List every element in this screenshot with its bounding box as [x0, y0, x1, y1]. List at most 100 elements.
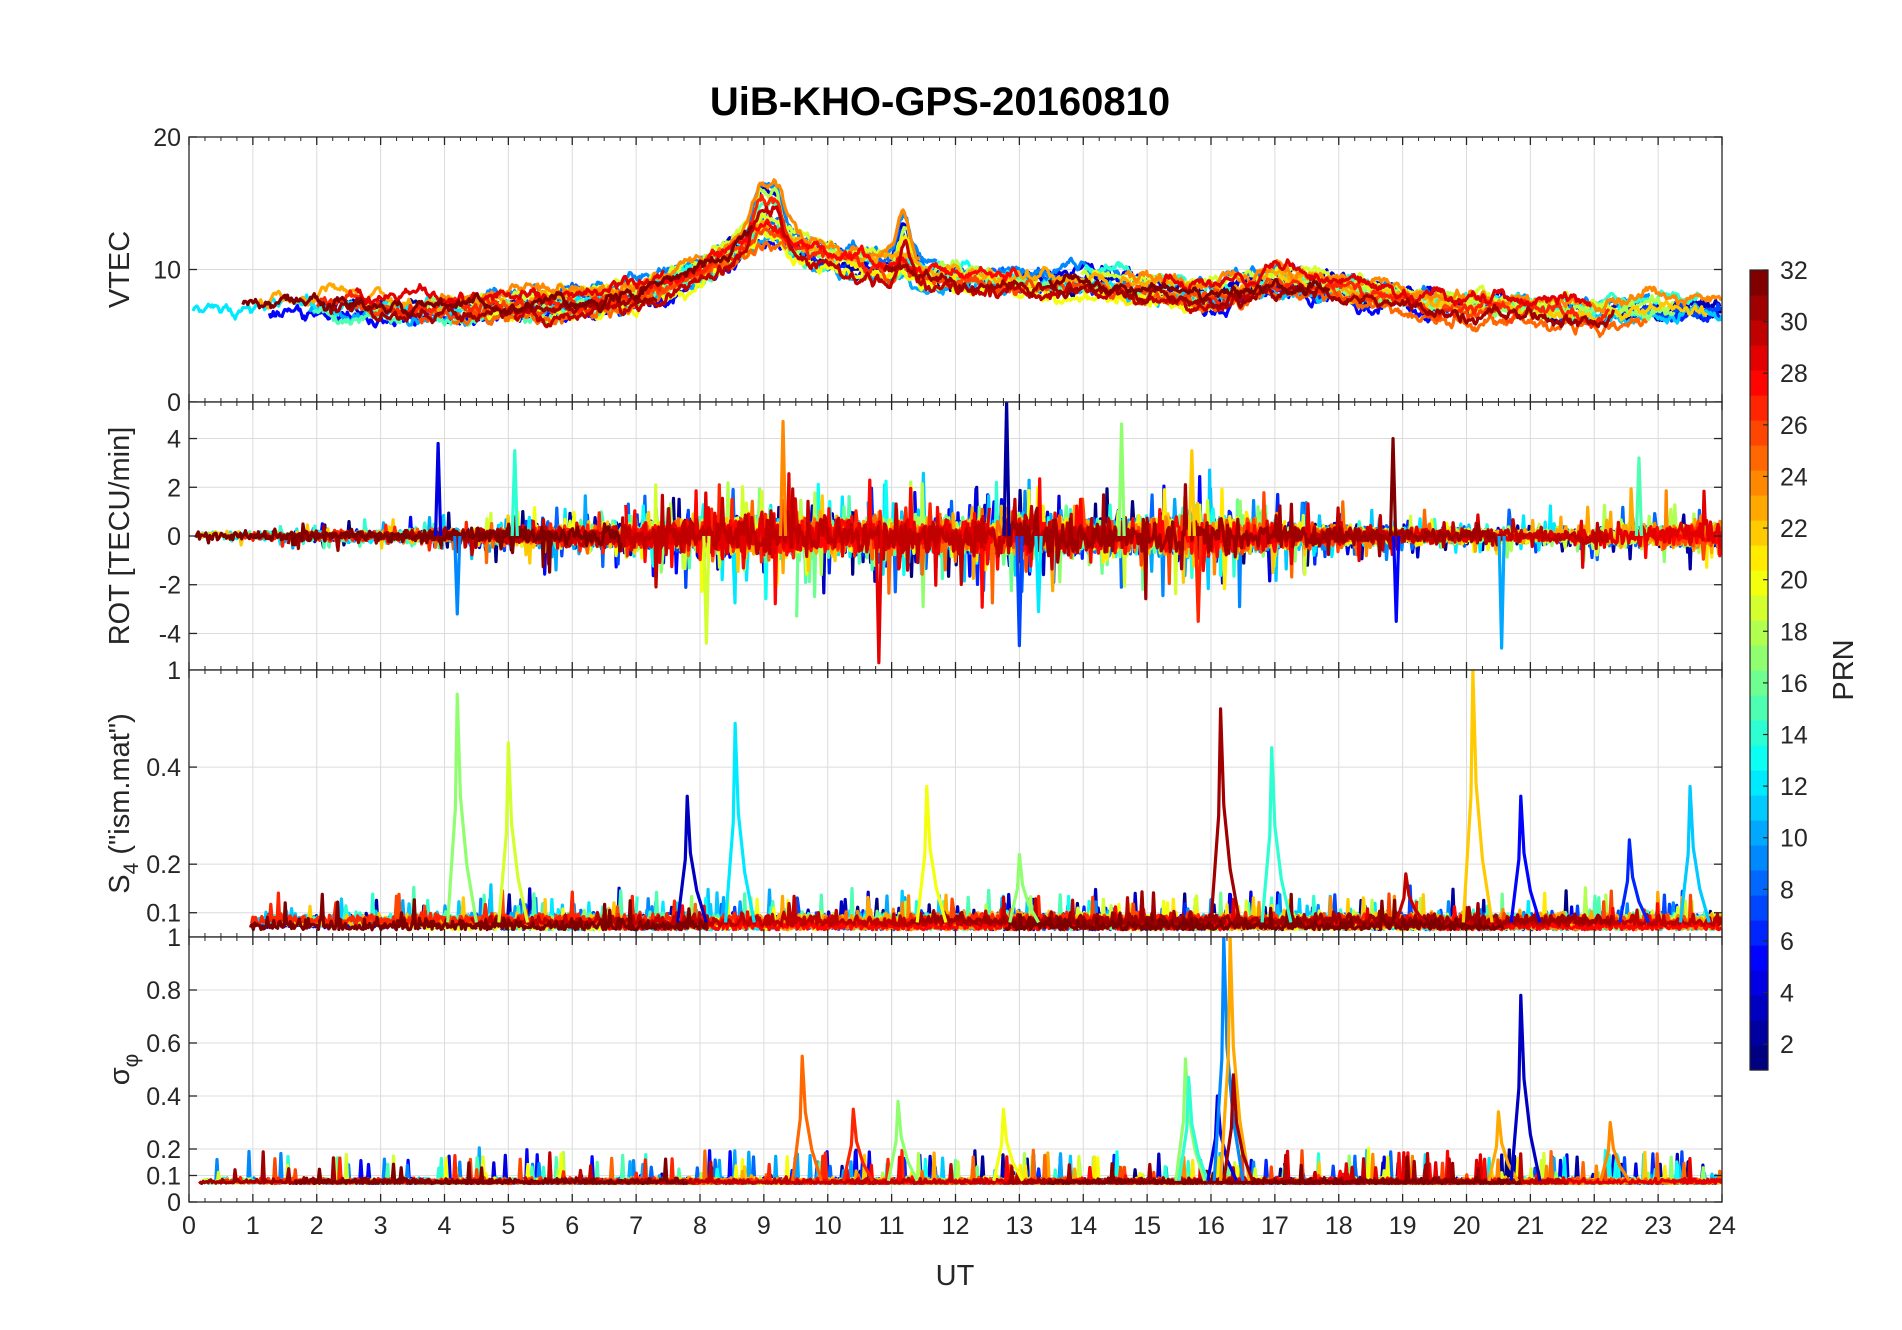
x-axis-label: UT	[936, 1260, 975, 1292]
spike-prn-9	[1212, 937, 1245, 1182]
colorbar-swatch	[1750, 620, 1768, 646]
colorbar-swatch	[1750, 295, 1768, 321]
series-prn-28	[662, 218, 1020, 286]
colorbar-swatch	[1750, 970, 1768, 996]
spike-prn-6	[1618, 838, 1650, 924]
colorbar-swatch	[1750, 695, 1768, 721]
y-axis-label-vtec: VTEC	[104, 231, 136, 308]
x-tick-label: 14	[1069, 1212, 1097, 1240]
colorbar-swatch	[1750, 595, 1768, 621]
spike-prn-14	[1177, 1075, 1210, 1182]
spike-prn-20	[915, 784, 948, 923]
series-prn-32	[248, 892, 710, 932]
colorbar-swatch	[1750, 870, 1768, 896]
x-tick-label: 10	[814, 1212, 842, 1240]
x-tick-label: 2	[310, 1212, 324, 1240]
colorbar-swatch	[1750, 945, 1768, 971]
y-tick-label: 0.2	[146, 1136, 181, 1164]
colorbar-swatch	[1750, 1020, 1768, 1046]
series-group-vtec	[191, 178, 1722, 338]
colorbar-tick-label: 12	[1780, 773, 1808, 801]
spike-prn-23	[1487, 1110, 1519, 1182]
chart-title: UiB-KHO-GPS-20160810	[710, 80, 1170, 124]
y-tick-label: 0.4	[146, 1083, 181, 1111]
y-tick-label: 20	[153, 124, 181, 152]
colorbar-swatch	[1750, 495, 1768, 521]
spike-prn-31	[1222, 1073, 1255, 1182]
x-tick-labels: 0 1 2 3 4 5 6 7 8 9 10 11 12 13 14 15 16 17 18 19 20 21 22 23 24	[182, 1212, 1736, 1240]
spike-prn-14	[1260, 746, 1293, 923]
colorbar-swatch	[1750, 1045, 1768, 1071]
spike-prn-22	[1461, 670, 1494, 923]
rot-spike	[1392, 535, 1401, 623]
series-prn-30	[419, 487, 1135, 589]
colorbar-tick-label: 28	[1780, 360, 1808, 388]
colorbar-swatch	[1750, 795, 1768, 821]
rot-spike	[1497, 535, 1506, 650]
series-group-s4	[248, 670, 1722, 932]
spike-prn-17	[446, 692, 479, 923]
y-tick-label: 0	[167, 523, 181, 551]
colorbar-swatch	[1750, 845, 1768, 871]
colorbar-swatch	[1750, 520, 1768, 546]
y-tick-label: 2	[167, 474, 181, 502]
series-group-sigma	[198, 937, 1722, 1185]
panel-s4: 0.1 0.2 0.4 1 S4 ("ism.mat")	[104, 657, 1723, 938]
y-axis-label-s4: S4 ("ism.mat")	[104, 713, 143, 894]
colorbar-swatch	[1750, 445, 1768, 471]
x-tick-label: 4	[438, 1212, 452, 1240]
spike-prn-17	[1008, 852, 1040, 924]
colorbar-tick-label: 18	[1780, 618, 1808, 646]
x-tick-label: 9	[757, 1212, 771, 1240]
spike-prn-5	[1509, 794, 1542, 923]
y-tick-label: 0	[167, 389, 181, 417]
spike-prn-25	[791, 1054, 823, 1182]
series-prn-31	[883, 262, 1616, 329]
colorbar-tick-label: 6	[1780, 928, 1794, 956]
panel-vtec: 0 10 20 VTEC	[104, 124, 1723, 417]
colorbar-swatch	[1750, 745, 1768, 771]
colorbar-swatch	[1750, 570, 1768, 596]
colorbar-swatch	[1750, 470, 1768, 496]
y-tick-label: 0.6	[146, 1030, 181, 1058]
colorbar-swatch	[1750, 320, 1768, 346]
y-axis-label-rot: ROT [TECU/min]	[104, 427, 136, 646]
x-tick-label: 24	[1708, 1212, 1736, 1240]
spike-prn-11	[1678, 784, 1711, 923]
colorbar-frame	[1749, 269, 1769, 1071]
x-tick-label: 12	[942, 1212, 970, 1240]
x-tick-label: 15	[1133, 1212, 1161, 1240]
y-top-tick-label: 1	[167, 924, 181, 952]
rot-spike	[433, 441, 443, 537]
colorbar-tick-label: 26	[1780, 412, 1808, 440]
colorbar-swatch	[1750, 720, 1768, 746]
colorbar-swatch	[1750, 420, 1768, 446]
rot-spike	[874, 535, 884, 665]
x-tick-label: 16	[1197, 1212, 1225, 1240]
spike-prn-17	[886, 1099, 919, 1182]
colorbar-tick-label: 16	[1780, 670, 1808, 698]
colorbar-swatch	[1750, 345, 1768, 371]
series-prn-31	[1002, 483, 1503, 601]
series-group-rot	[194, 402, 1722, 665]
colorbar-tick-label: 22	[1780, 515, 1808, 543]
colorbar-tick-label: 10	[1780, 825, 1808, 853]
series-prn-32	[194, 514, 623, 574]
rot-spike	[510, 449, 519, 537]
series-prn-29	[1161, 258, 1592, 308]
series-prn-30	[469, 894, 1149, 928]
series-prn-32	[1047, 1155, 1522, 1185]
colorbar-swatch	[1750, 370, 1768, 396]
colorbar-tick-label: 32	[1780, 257, 1808, 285]
rot-spike	[1194, 535, 1203, 623]
x-tick-label: 11	[879, 1212, 905, 1240]
colorbar-tick-label: 4	[1780, 980, 1794, 1008]
colorbar-swatch	[1750, 670, 1768, 696]
series-prn-32	[1003, 892, 1505, 932]
rot-spike	[1117, 422, 1126, 537]
x-tick-label: 21	[1516, 1212, 1544, 1240]
x-tick-label: 13	[1005, 1212, 1033, 1240]
y-tick-label: 0.8	[146, 977, 181, 1005]
colorbar-swatch	[1750, 895, 1768, 921]
